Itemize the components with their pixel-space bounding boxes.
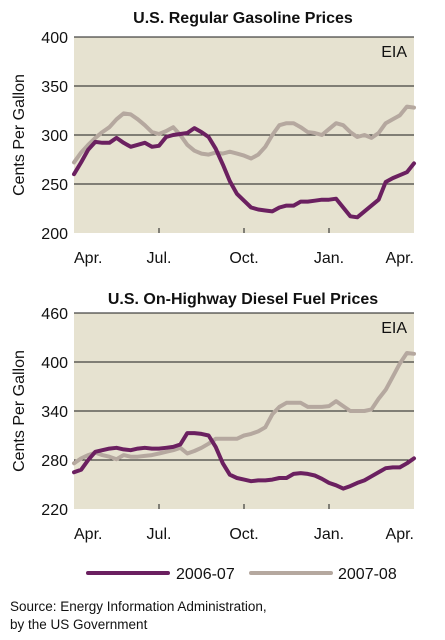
source-badge: EIA: [381, 44, 407, 61]
x-tick-label: Apr.: [74, 526, 102, 543]
y-tick-label: 400: [41, 30, 68, 47]
source-note: Source: Energy Information Administratio…: [10, 598, 267, 634]
chart-title: U.S. On-Highway Diesel Fuel Prices: [108, 291, 378, 308]
x-tick-label: Jan.: [314, 250, 344, 267]
legend: 2006-07 2007-08: [86, 566, 397, 583]
x-tick-label: Jul.: [147, 526, 172, 543]
x-tick-label: Jul.: [147, 250, 172, 267]
legend-label-2007-08: 2007-08: [338, 566, 397, 583]
series-line-2006-07: [72, 126, 416, 220]
y-tick-label: 220: [41, 502, 68, 519]
x-tick-label: Oct.: [229, 526, 258, 543]
x-tick-labels: Apr. Jul. Oct. Jan. Apr.: [74, 526, 414, 543]
y-tick-label: 340: [41, 404, 68, 421]
series-line-2007-08: [72, 104, 416, 165]
source-line-2: by the US Government: [10, 617, 148, 632]
series-line-2007-08: [72, 351, 416, 466]
x-tick-marks: [158, 228, 330, 233]
x-tick-marks: [158, 504, 330, 509]
y-axis-label: Cents Per Gallon: [11, 74, 28, 196]
x-tick-label: Apr.: [386, 526, 414, 543]
source-badge: EIA: [381, 320, 407, 337]
legend-label-2006-07: 2006-07: [176, 566, 235, 583]
source-line-1: Source: Energy Information Administratio…: [10, 599, 267, 614]
y-tick-label: 300: [41, 128, 68, 145]
gridlines: [74, 36, 414, 185]
y-axis-label: Cents Per Gallon: [11, 350, 28, 472]
x-tick-label: Apr.: [386, 250, 414, 267]
x-tick-label: Oct.: [229, 250, 258, 267]
chart-title: U.S. Regular Gasoline Prices: [133, 10, 353, 27]
diesel-chart: U.S. On-Highway Diesel Fuel Prices 220 2…: [11, 291, 416, 543]
series-line-2006-07: [72, 431, 416, 491]
x-tick-labels: Apr. Jul. Oct. Jan. Apr.: [74, 250, 414, 267]
y-tick-label: 280: [41, 453, 68, 470]
y-tick-labels: 200 250 300 350 400: [41, 30, 68, 243]
y-tick-label: 200: [41, 226, 68, 243]
y-tick-labels: 220 280 340 400 460: [41, 306, 68, 519]
x-tick-label: Apr.: [74, 250, 102, 267]
y-tick-label: 460: [41, 306, 68, 323]
y-tick-label: 250: [41, 177, 68, 194]
gasoline-chart: U.S. Regular Gasoline Prices 200 250 300…: [11, 10, 416, 267]
x-tick-label: Jan.: [314, 526, 344, 543]
y-tick-label: 400: [41, 355, 68, 372]
y-tick-label: 350: [41, 79, 68, 96]
